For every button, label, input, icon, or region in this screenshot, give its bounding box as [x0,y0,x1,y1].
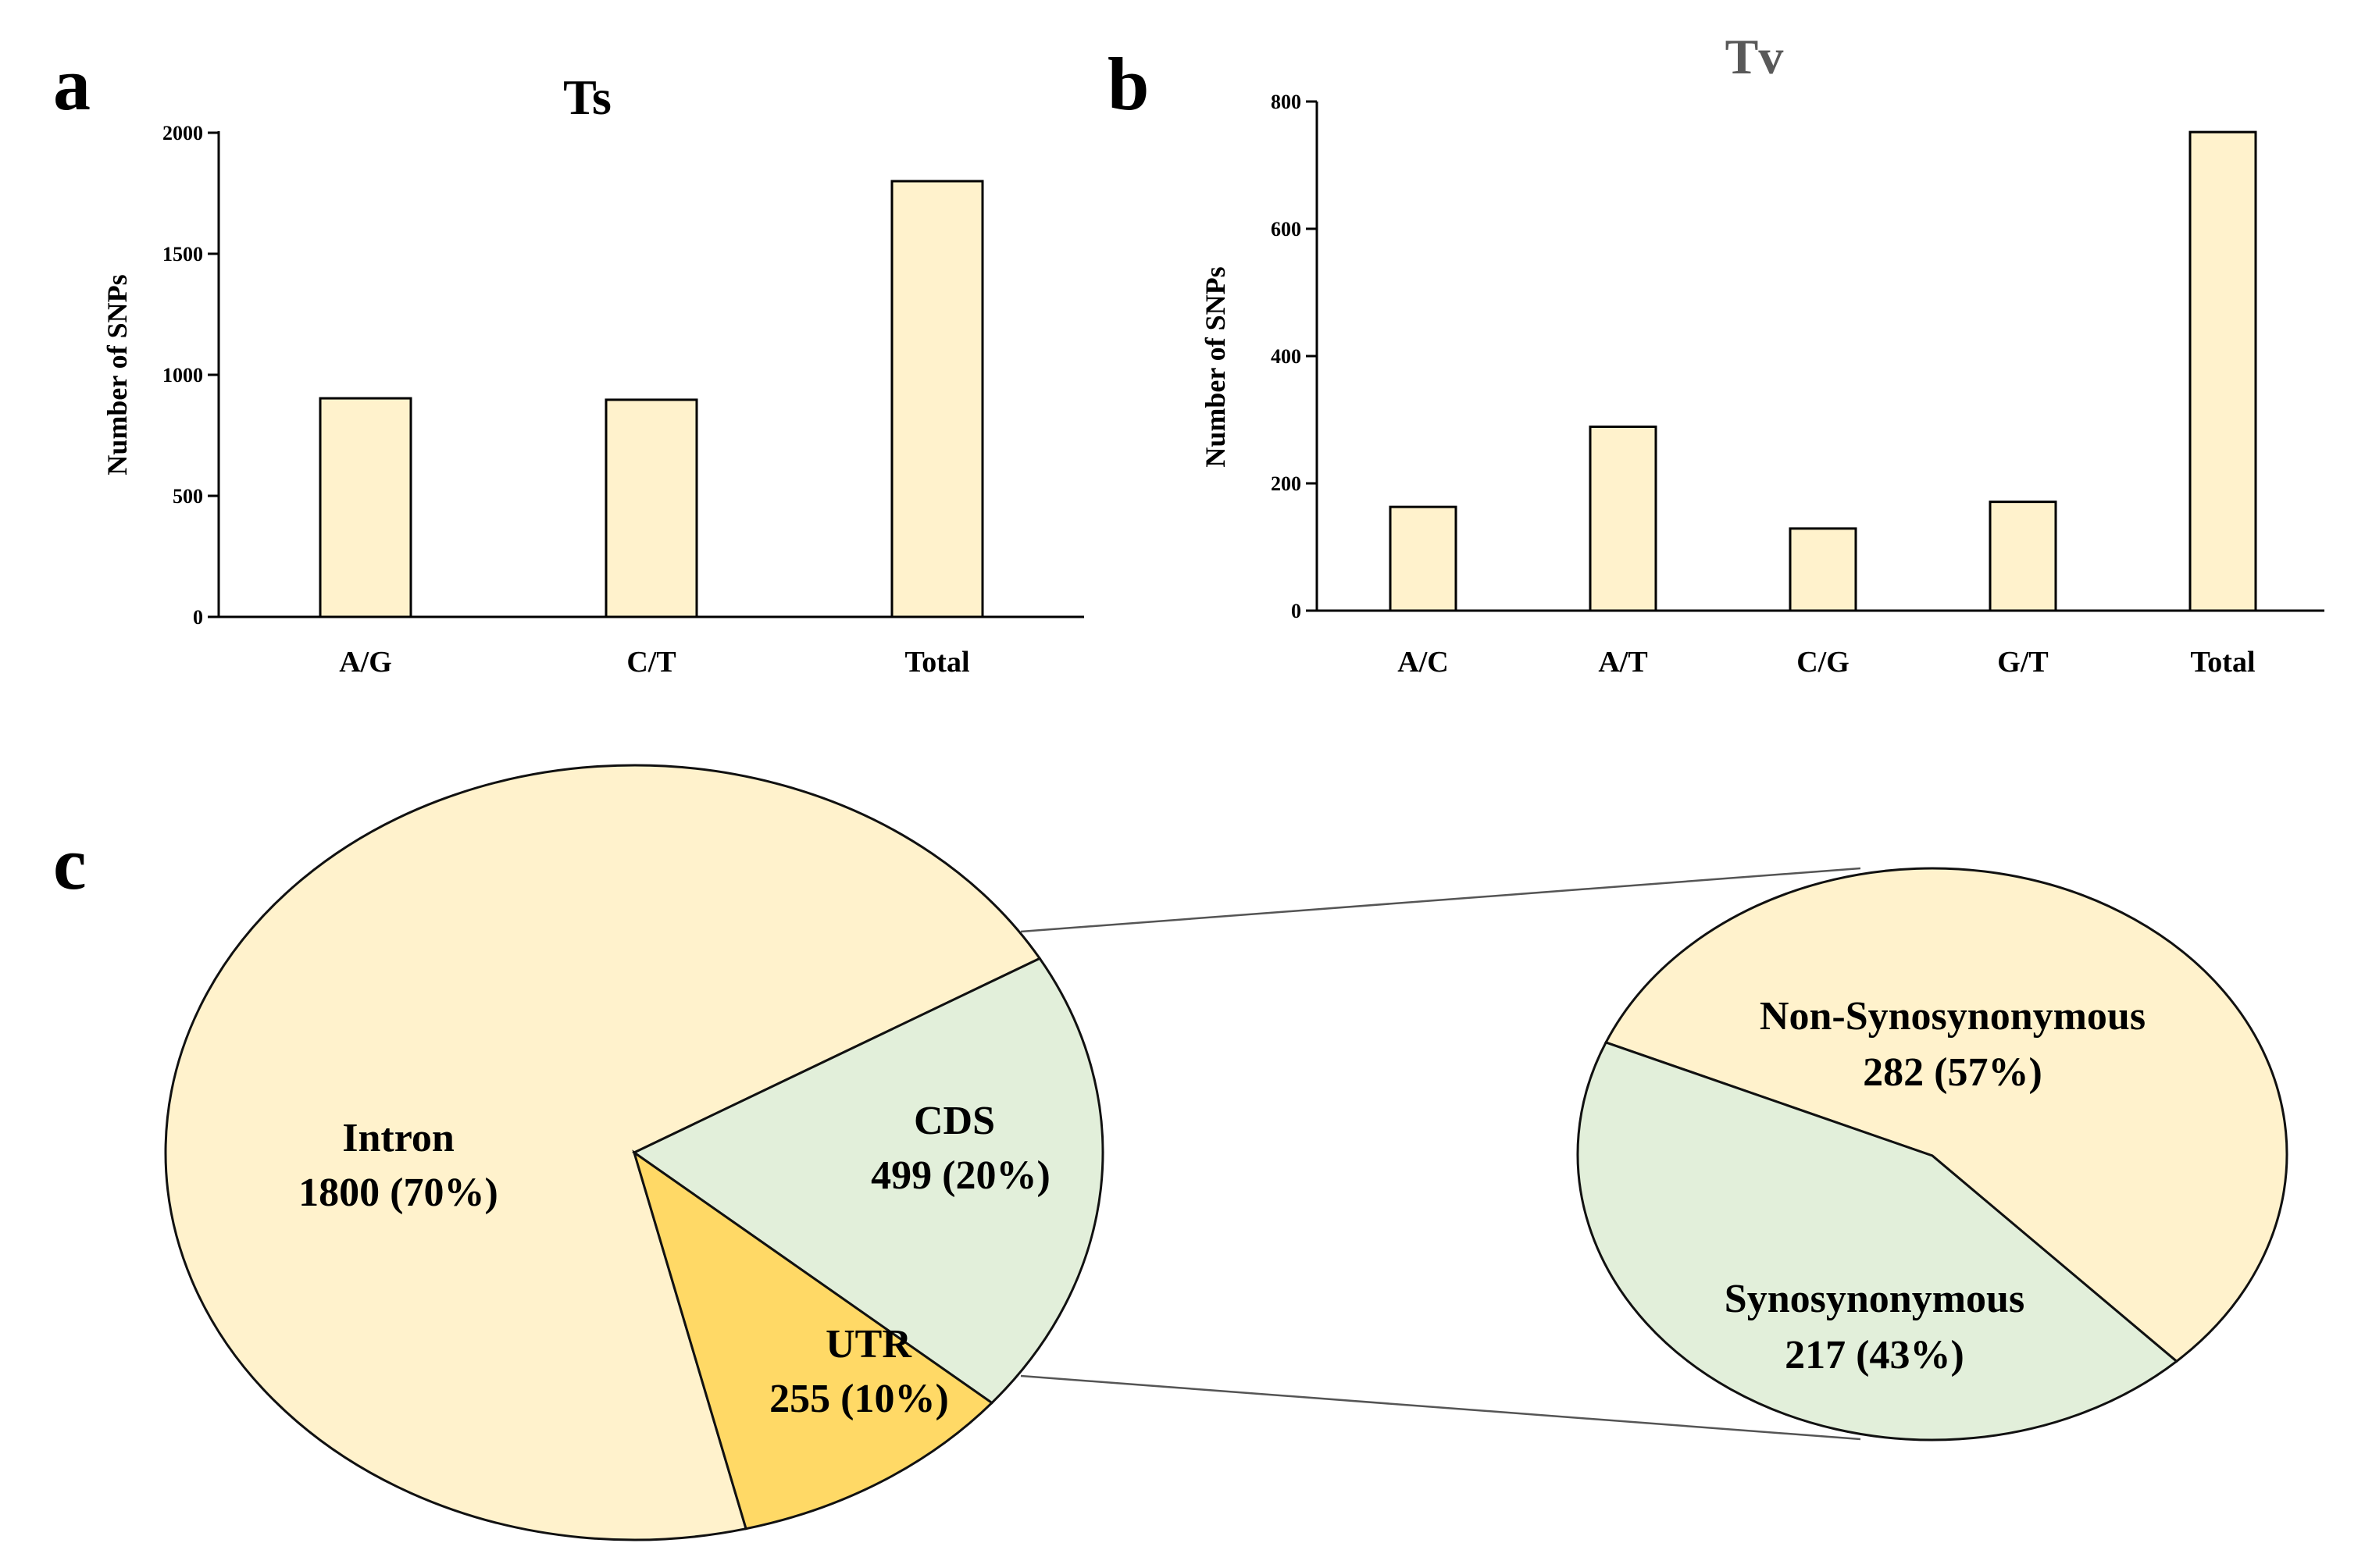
ts-bar-chart: Ts Number of SNPs 0 500 1000 1500 2000 A/G C/… [102,69,1084,679]
b-y-tick-label: 0 [1291,600,1301,622]
pie-slice-non-synonymous [1603,867,2288,1363]
x-category-label: A/C [1397,646,1448,679]
x-category-label: C/G [1796,646,1850,679]
x-category-label: C/T [626,646,676,679]
a-y-tick-label: 500 [173,485,203,508]
intron-label-value: 1800 (70%) [298,1171,498,1215]
bar-total [2188,130,2257,612]
x-category-label: Total [2190,646,2255,679]
x-category-label: A/T [1598,646,1647,679]
b-y-tick-label: 400 [1271,345,1301,368]
cds-label-name: CDS [914,1099,995,1143]
a-y-tick-label: 2000 [162,122,203,144]
bar-at [1589,425,1657,612]
x-category-label: Total [904,646,969,679]
syn-label-value: 217 (43%) [1785,1333,1964,1377]
pie-slice-utr [632,1149,994,1531]
tv-y-axis-label: Number of SNPs [1200,266,1231,467]
non-syn-label-name: Non-Synosynonymous [1760,994,2146,1039]
tv-bar-chart: Tv Number of SNPs 0 200 400 600 800 A/C A/T C/… [1200,29,2324,679]
b-y-tick-label: 200 [1271,472,1301,495]
x-category-label: G/T [1997,646,2048,679]
utr-label-name: UTR [826,1322,912,1367]
a-y-tick-label: 0 [193,606,203,629]
pie-slice-intron [164,764,1042,1541]
syn-label-name: Synosynonymous [1725,1277,2024,1321]
tv-chart-title: Tv [1725,29,1784,84]
panel-letter-b: b [1108,42,1149,126]
ts-chart-title: Ts [563,69,612,125]
ts-y-axis-label: Number of SNPs [102,274,133,475]
bar-ct [605,398,698,618]
connector-line-top [1020,867,1861,933]
panel-letter-c: c [53,821,87,905]
snp-location-pie-of-pie: Intron 1800 (70%) CDS 499 (20%) UTR 255 … [164,764,2288,1541]
panel-letter-a: a [53,42,91,126]
b-y-tick-label: 800 [1271,91,1301,113]
intron-label-name: Intron [342,1116,455,1160]
x-category-label: A/G [339,646,392,679]
non-syn-label-value: 282 (57%) [1863,1050,2042,1095]
a-y-tick-label: 1500 [162,243,203,265]
utr-label-value: 255 (10%) [769,1377,949,1421]
bar-cg [1789,527,1857,612]
pie-slice-cds [632,957,1104,1405]
bar-total [890,180,984,618]
cds-label-value: 499 (20%) [871,1153,1051,1198]
bar-gt [1989,501,2057,612]
connector-line-bottom [1020,1374,1861,1441]
pie-slice-synonymous [1576,1041,2179,1441]
bar-ac [1389,505,1457,612]
b-y-tick-label: 600 [1271,218,1301,241]
a-y-tick-label: 1000 [162,364,203,387]
bar-ag [319,397,412,618]
